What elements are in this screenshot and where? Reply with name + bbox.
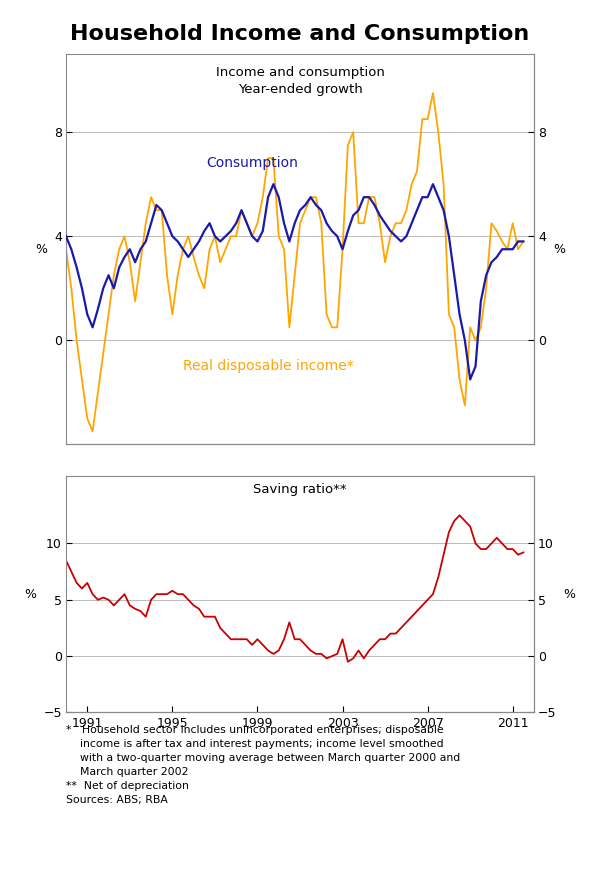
Text: Real disposable income*: Real disposable income* <box>183 359 354 373</box>
Text: Household Income and Consumption: Household Income and Consumption <box>70 24 530 44</box>
Y-axis label: %: % <box>563 588 575 601</box>
Text: *   Household sector includes unincorporated enterprises; disposable
    income : * Household sector includes unincorporat… <box>66 725 460 805</box>
Y-axis label: %: % <box>25 588 37 601</box>
Y-axis label: %: % <box>35 243 47 256</box>
Text: Saving ratio**: Saving ratio** <box>253 483 347 496</box>
Y-axis label: %: % <box>553 243 565 256</box>
Text: Consumption: Consumption <box>206 156 298 170</box>
Text: Income and consumption
Year-ended growth: Income and consumption Year-ended growth <box>215 65 385 96</box>
